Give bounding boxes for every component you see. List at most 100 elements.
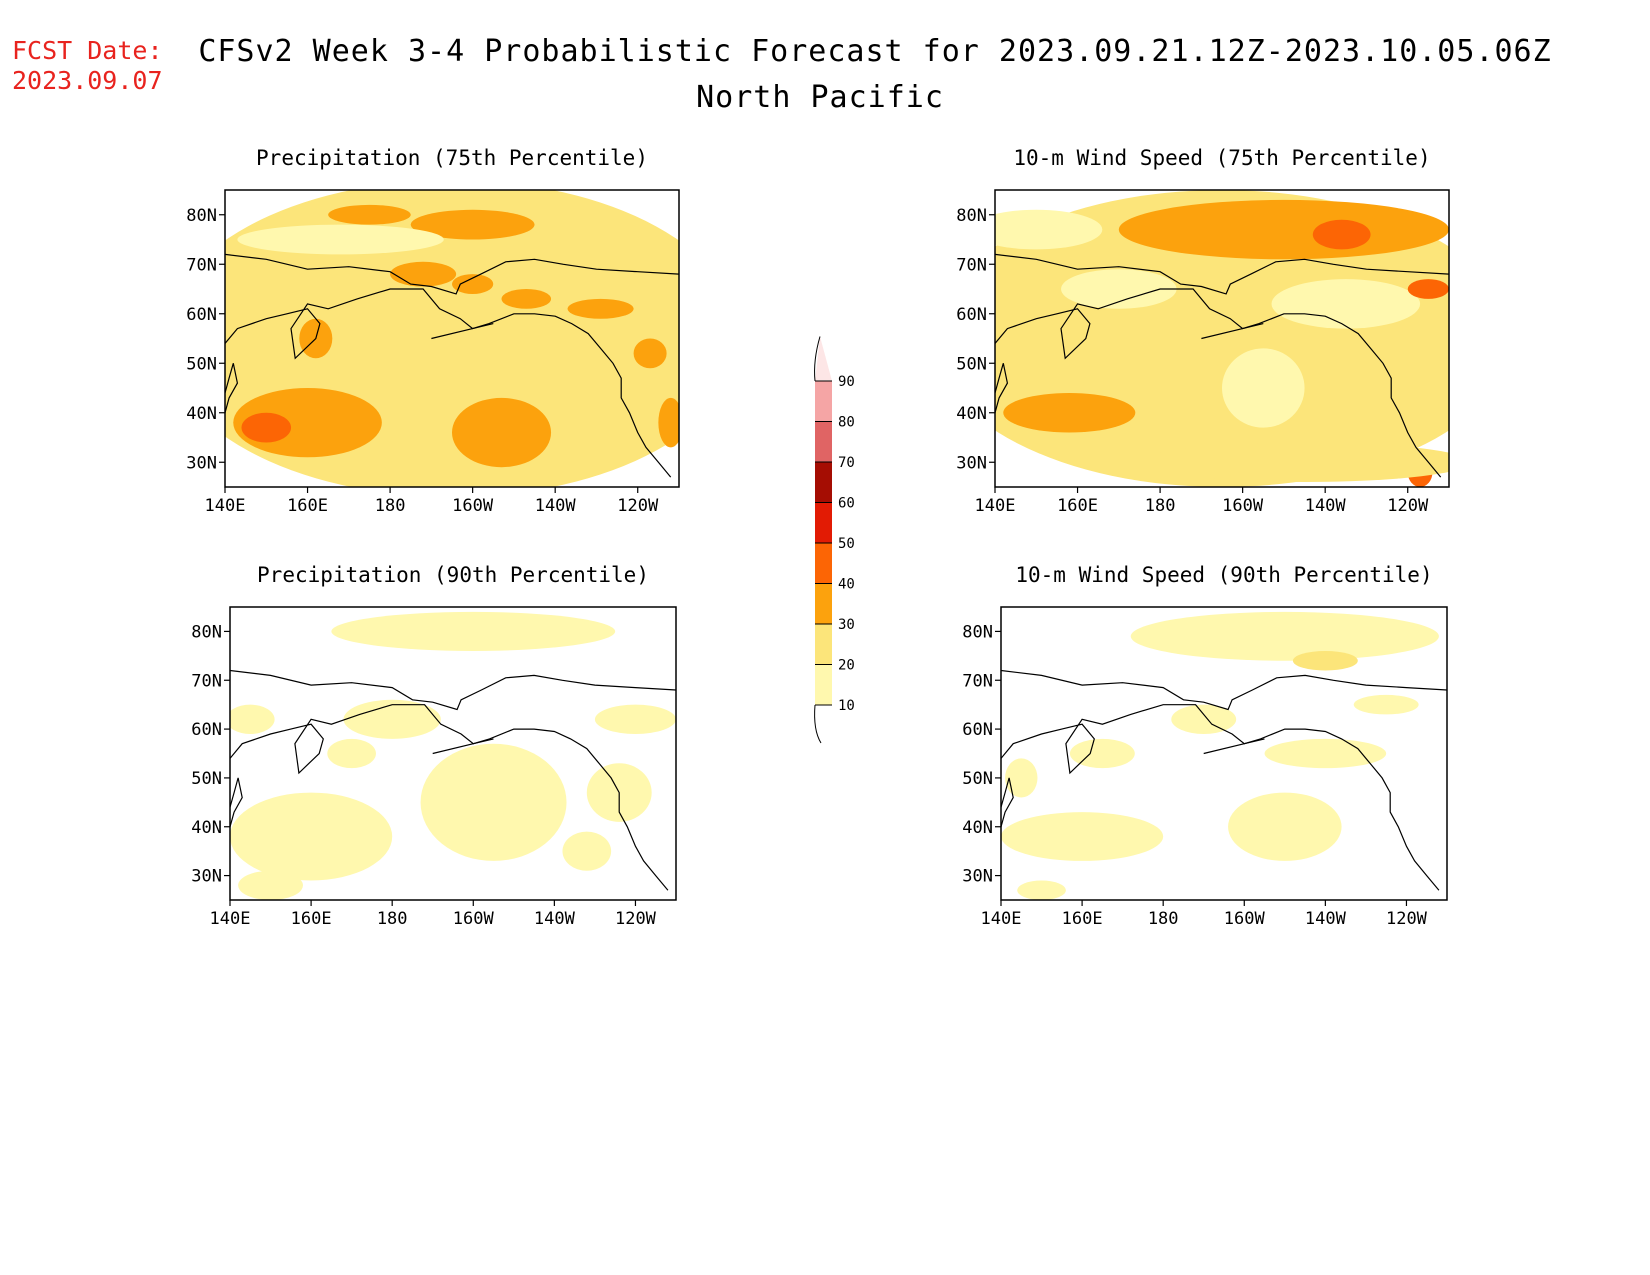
probability-contour — [1001, 812, 1164, 861]
coast-line — [230, 669, 676, 711]
coastline — [225, 253, 679, 478]
probability-contour — [1069, 738, 1135, 769]
coast-line — [225, 363, 239, 413]
lon-tick-label: 140W — [1305, 496, 1347, 516]
map-panel-wind-75: 10-m Wind Speed (75th Percentile) 140E 160… — [956, 146, 1450, 516]
region-title: North Pacific — [0, 80, 1650, 115]
lon-tick-label: 140E — [975, 496, 1016, 516]
lat-tick-label: 70N — [962, 671, 993, 691]
coast-line — [995, 363, 1009, 413]
probability-contour — [390, 261, 457, 287]
contour-fill — [995, 190, 1449, 487]
probability-contour — [410, 209, 535, 240]
probability-contour — [1130, 611, 1439, 661]
probability-contour — [1017, 880, 1066, 900]
probability-contour — [1312, 219, 1371, 250]
lat-tick-label: 40N — [191, 818, 222, 838]
lon-tick-label: 140W — [535, 496, 577, 516]
lon-tick-label: 120W — [1386, 909, 1428, 929]
probability-contour — [328, 204, 411, 225]
lon-tick-label: 160E — [287, 496, 328, 516]
fcst-label: FCST Date: — [12, 36, 163, 65]
colorbar-swatch — [815, 543, 832, 584]
panel-title: Precipitation (75th Percentile) — [256, 146, 648, 170]
lat-tick-label: 50N — [186, 354, 217, 374]
probability-contour — [1061, 269, 1177, 309]
map-panel-precip-90: Precipitation (90th Percentile) 140E 160E 1… — [191, 563, 677, 929]
colorbar-swatch — [815, 462, 832, 503]
colorbar-top-edge — [814, 336, 821, 382]
colorbar-label: 10 — [838, 698, 855, 714]
lon-tick-label: 180 — [375, 496, 406, 516]
lon-tick-label: 160W — [1222, 496, 1264, 516]
probability-contour — [1005, 758, 1038, 798]
lon-tick-label: 140E — [210, 909, 251, 929]
lat-tick-label: 70N — [186, 255, 217, 275]
probability-contour — [1003, 392, 1136, 433]
probability-contour — [562, 831, 612, 871]
colorbar-bottom-edge — [814, 704, 822, 744]
map-panel-wind-90: 10-m Wind Speed (90th Percentile) 140E 160… — [962, 563, 1448, 929]
contour-fill — [225, 190, 679, 487]
map-frame — [994, 189, 1450, 488]
coast-line — [995, 288, 1442, 478]
probability-contour — [501, 289, 552, 309]
lon-tick-label: 140E — [981, 909, 1022, 929]
probability-contour — [230, 792, 393, 881]
colorbar-swatch — [815, 624, 832, 665]
lat-tick-label: 40N — [962, 818, 993, 838]
probability-contour — [658, 397, 679, 448]
probability-contour — [452, 397, 552, 468]
coast-line — [1203, 738, 1265, 755]
coastline — [995, 253, 1449, 478]
coast-line — [1201, 323, 1264, 340]
map-frame — [224, 189, 680, 488]
coast-line — [1001, 777, 1014, 827]
probability-contour — [241, 412, 292, 443]
lat-tick-label: 70N — [191, 671, 222, 691]
forecast-date-label: FCST Date: 2023.09.07 — [12, 36, 163, 96]
lat-tick-label: 30N — [962, 867, 993, 887]
contour-fill — [230, 611, 676, 900]
lon-tick-label: 160E — [1057, 496, 1098, 516]
probability-contour — [331, 611, 616, 651]
colorbar-swatch — [815, 583, 832, 624]
probability-contour — [594, 704, 676, 734]
lat-tick-label: 30N — [191, 867, 222, 887]
probability-contour — [452, 274, 494, 294]
lat-tick-label: 60N — [186, 305, 217, 325]
probability-contour — [1171, 704, 1237, 734]
colorbar-label: 30 — [838, 617, 855, 633]
probability-contour — [327, 738, 376, 769]
coast-line — [225, 253, 679, 295]
lat-tick-label: 60N — [956, 305, 987, 325]
lat-tick-label: 50N — [956, 354, 987, 374]
lon-tick-label: 160E — [1062, 909, 1103, 929]
probability-contour — [230, 704, 275, 734]
lon-tick-label: 120W — [615, 909, 657, 929]
colorbar-swatch — [815, 336, 832, 381]
colorbar-label: 40 — [838, 577, 855, 593]
colorbar-label: 50 — [838, 536, 855, 552]
lat-tick-label: 60N — [191, 720, 222, 740]
probability-contour — [633, 338, 667, 369]
lat-tick-label: 80N — [191, 622, 222, 642]
lon-tick-label: 180 — [377, 909, 408, 929]
probability-contour — [1271, 279, 1421, 329]
colorbar-label: 20 — [838, 658, 855, 674]
probability-contour — [567, 298, 634, 319]
lon-tick-label: 120W — [1387, 496, 1429, 516]
probability-contour — [1139, 442, 1449, 483]
lon-tick-label: 140E — [205, 496, 246, 516]
probability-contour — [1407, 279, 1449, 299]
probability-contour — [1292, 650, 1358, 671]
panel-title: 10-m Wind Speed (90th Percentile) — [1015, 563, 1432, 587]
lat-tick-label: 40N — [186, 404, 217, 424]
lat-tick-label: 60N — [962, 720, 993, 740]
probability-contour — [1353, 694, 1419, 715]
lon-tick-label: 160W — [453, 909, 495, 929]
probability-contour — [1222, 348, 1305, 428]
probability-contour — [343, 699, 441, 739]
map-frame — [1000, 606, 1448, 901]
